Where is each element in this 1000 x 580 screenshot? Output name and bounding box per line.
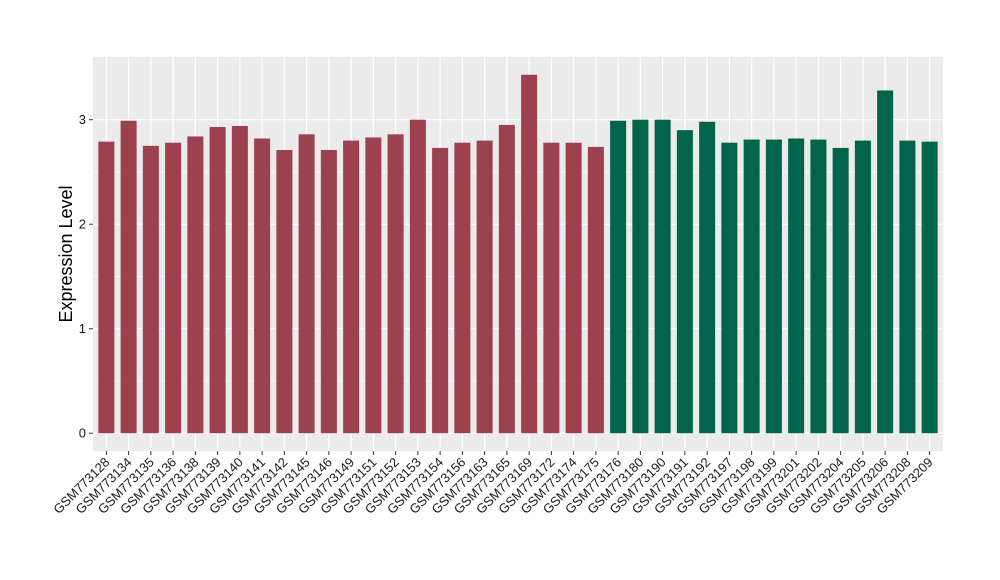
y-tick-label: 2 <box>79 217 86 232</box>
bars-layer <box>98 74 938 434</box>
x-axis: GSM773128GSM773134GSM773135GSM773136GSM7… <box>50 451 936 517</box>
bar <box>209 127 226 434</box>
bar <box>98 141 115 434</box>
bar <box>788 138 805 434</box>
y-tick-label: 0 <box>79 426 86 441</box>
bar <box>632 119 649 434</box>
bar <box>387 134 404 434</box>
bar <box>498 124 515 434</box>
bar <box>765 139 782 434</box>
bar <box>721 142 738 434</box>
bar <box>832 147 849 434</box>
bar <box>298 134 315 434</box>
bar <box>854 140 871 434</box>
bar <box>610 120 627 434</box>
bar <box>231 125 248 434</box>
bar <box>320 150 337 434</box>
bar <box>699 121 716 434</box>
bar <box>142 145 159 434</box>
bar <box>343 140 360 434</box>
bar <box>276 150 293 434</box>
bar <box>654 119 671 434</box>
bar <box>921 141 938 434</box>
bar <box>409 119 426 434</box>
bar <box>810 139 827 434</box>
y-axis-title: Expression Level <box>56 185 76 322</box>
bar <box>365 137 382 434</box>
bar <box>565 142 582 434</box>
bar <box>587 146 604 434</box>
y-tick-label: 1 <box>79 321 86 336</box>
bar <box>187 136 204 434</box>
bar <box>476 140 493 434</box>
bar <box>877 90 894 434</box>
bar <box>454 142 471 434</box>
bar <box>432 147 449 434</box>
bar <box>676 130 693 434</box>
bar <box>120 120 137 434</box>
y-axis: 0 1 2 3 <box>79 112 93 441</box>
bar <box>521 74 538 434</box>
bar <box>543 142 560 434</box>
y-tick-label: 3 <box>79 112 86 127</box>
bar <box>899 140 916 434</box>
bar <box>165 142 182 434</box>
bar <box>743 139 760 434</box>
bar <box>254 138 271 434</box>
